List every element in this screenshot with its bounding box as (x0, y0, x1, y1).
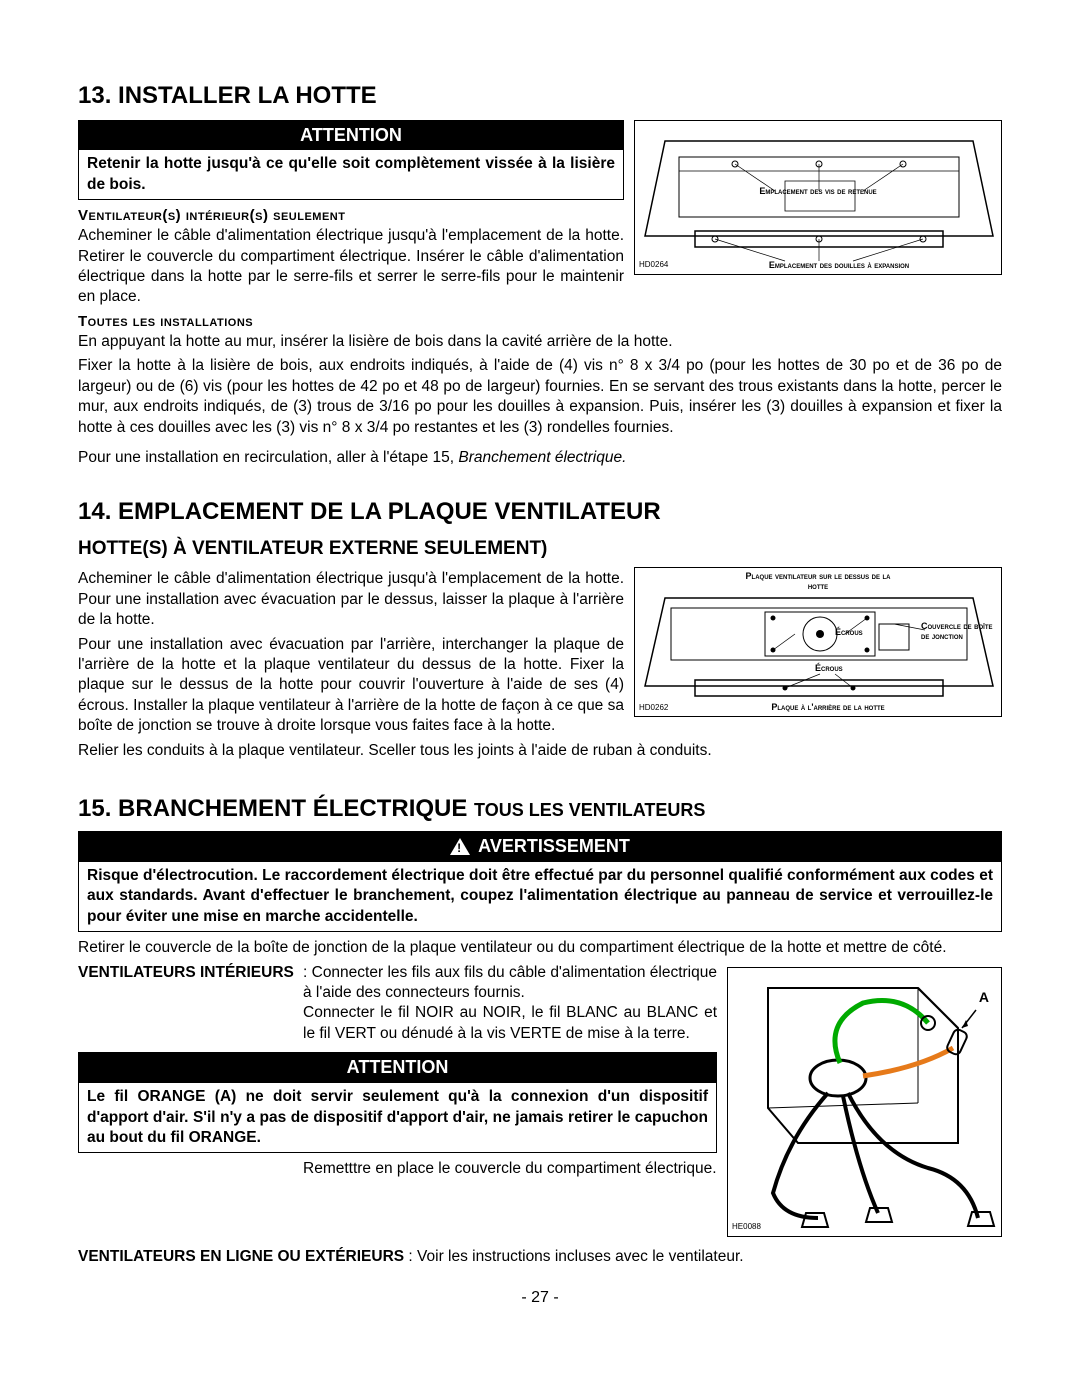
section-15-title: 15. BRANCHEMENT ÉLECTRIQUE TOUS LES VENT… (78, 793, 1002, 825)
s14-p3: Relier les conduits à la plaque ventilat… (78, 741, 1002, 761)
figure-he0088: A HE0088 (727, 967, 1002, 1237)
fig1-code: HD0264 (639, 260, 668, 271)
section-13: 13. INSTALLER LA HOTTE Emplacement des v… (78, 80, 1002, 468)
fig2-label-top: Plaque ventilateur sur le dessus de la h… (735, 572, 901, 592)
exterior-fans-label: VENTILATEURS EN LIGNE OU EXTÉRIEURS (78, 1248, 404, 1265)
s13-p2: En appuyant la hotte au mur, insérer la … (78, 332, 1002, 352)
section-14-subtitle: HOTTE(S) À VENTILATEUR EXTERNE SEULEMENT… (78, 536, 1002, 561)
fig1-label-bottom: Emplacement des douilles à expansion (687, 261, 991, 271)
attention-box-15: ATTENTION Le fil ORANGE (A) ne doit serv… (78, 1052, 717, 1153)
fig3-code: HE0088 (732, 1222, 761, 1233)
section-15: 15. BRANCHEMENT ÉLECTRIQUE TOUS LES VENT… (78, 793, 1002, 1267)
section-14-title: 14. EMPLACEMENT DE LA PLAQUE VENTILATEUR (78, 496, 1002, 528)
replace-cover-text: Remetttre en place le couvercle du compa… (303, 1159, 717, 1179)
interior-fans-label: VENTILATEURS INTÉRIEURS (78, 963, 303, 983)
page-number: - 27 - (78, 1287, 1002, 1308)
hood-diagram-icon (635, 121, 1003, 276)
exterior-fans-text: : Voir les instructions incluses avec le… (404, 1248, 743, 1265)
s13-p4a: Pour une installation en recirculation, … (78, 449, 458, 466)
exterior-fans-row: VENTILATEURS EN LIGNE OU EXTÉRIEURS : Vo… (78, 1247, 1002, 1267)
s15-title-sub: TOUS LES VENTILATEURS (474, 800, 705, 820)
attention-body-15: Le fil ORANGE (A) ne doit servir seuleme… (79, 1083, 716, 1152)
s13-p3: Fixer la hotte à la lisière de bois, aux… (78, 356, 1002, 438)
warning-header-15: AVERTISSEMENT (79, 832, 1001, 862)
fig3-label-a: A (979, 990, 989, 1005)
interior-fans-text2: Connecter le fil NOIR au NOIR, le fil BL… (303, 1003, 717, 1044)
section-14: 14. EMPLACEMENT DE LA PLAQUE VENTILATEUR… (78, 496, 1002, 765)
warning-box-15: AVERTISSEMENT Risque d'électrocution. Le… (78, 831, 1002, 932)
attention-body-13: Retenir la hotte jusqu'à ce qu'elle soit… (79, 150, 623, 199)
fig2-label-ecrous: Écrous (835, 628, 863, 638)
warning-body-15: Risque d'électrocution. Le raccordement … (79, 862, 1001, 931)
figure-hd0262: Plaque ventilateur sur le dessus de la h… (634, 567, 1002, 717)
fig2-code: HD0262 (639, 703, 668, 714)
interior-fans-row: VENTILATEURS INTÉRIEURS : Connecter les … (78, 963, 717, 1004)
section-13-title: 13. INSTALLER LA HOTTE (78, 80, 1002, 112)
fig2-label-ecrous2: Écrous (815, 664, 843, 674)
attention-header-13: ATTENTION (79, 121, 623, 151)
warning-triangle-icon (450, 838, 470, 855)
s13-p4: Pour une installation en recirculation, … (78, 448, 1002, 468)
s13-p4b: Branchement électrique. (458, 449, 626, 466)
warning-header-text: AVERTISSEMENT (478, 835, 630, 859)
fig2-label-couvercle: Couvercle de boîte de jonction (921, 622, 997, 642)
fig2-label-bottom: Plaque à l'arrière de la hotte (685, 703, 971, 713)
s15-title-main: 15. BRANCHEMENT ÉLECTRIQUE (78, 795, 474, 822)
sub-heading-all-installs: Toutes les installations (78, 312, 1002, 332)
figure-hd0264: Emplacement des vis de retenue HD0264 Em… (634, 120, 1002, 275)
interior-fans-text: : Connecter les fils aux fils du câble d… (303, 963, 717, 1004)
attention-box-13: ATTENTION Retenir la hotte jusqu'à ce qu… (78, 120, 624, 201)
wiring-diagram-icon (728, 968, 1003, 1238)
fig1-label-top: Emplacement des vis de retenue (725, 187, 911, 197)
attention-header-15: ATTENTION (79, 1053, 716, 1083)
s15-p1: Retirer le couvercle de la boîte de jonc… (78, 938, 1002, 958)
